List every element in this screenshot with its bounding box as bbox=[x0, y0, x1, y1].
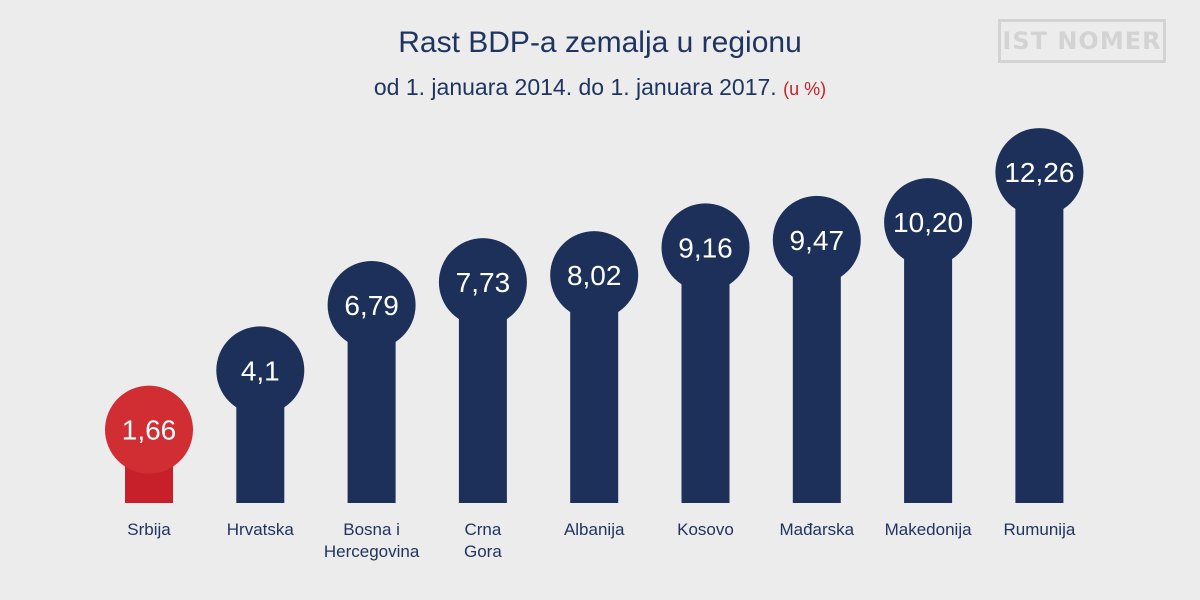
bar-group: 6,79 Bosna i Hercegovina bbox=[324, 261, 420, 561]
bar bbox=[904, 222, 953, 503]
category-label: Gora bbox=[464, 542, 502, 561]
bar-group: 4,1 Hrvatska bbox=[216, 326, 305, 539]
data-label: 10,20 bbox=[893, 207, 963, 238]
bar-cap-circle bbox=[438, 238, 527, 327]
bar-group: 1,66 Srbija bbox=[105, 385, 193, 539]
chart-title: Rast BDP-a zemalja u regionu bbox=[398, 26, 802, 59]
bar bbox=[1015, 172, 1064, 503]
category-label: Hrvatska bbox=[227, 520, 295, 539]
data-label: 12,26 bbox=[1004, 157, 1074, 188]
category-label: Bosna i bbox=[343, 520, 400, 539]
category-label: Kosovo bbox=[677, 520, 734, 539]
data-label: 7,73 bbox=[456, 267, 511, 298]
bar-group: 9,47 Mađarska bbox=[772, 195, 861, 539]
bar-cap-circle bbox=[327, 261, 416, 350]
category-label: Mađarska bbox=[779, 520, 854, 539]
data-label: 4,1 bbox=[241, 355, 280, 386]
bar-cap-circle bbox=[550, 231, 639, 320]
bar-cap-circle bbox=[772, 195, 861, 284]
bar-cap-circle bbox=[661, 203, 750, 292]
category-label: Rumunija bbox=[1003, 520, 1075, 539]
bar-group: 7,73 Crna Gora bbox=[438, 238, 527, 561]
data-label: 9,16 bbox=[678, 232, 733, 263]
unit-label: (u %) bbox=[783, 79, 827, 99]
data-label: 9,47 bbox=[790, 225, 845, 256]
bar-cap-circle bbox=[884, 178, 973, 267]
chart-subtitle: od 1. januara 2014. do 1. januara 2017. … bbox=[0, 74, 1200, 101]
category-label: Srbija bbox=[127, 520, 171, 539]
data-label: 8,02 bbox=[567, 260, 622, 291]
data-label: 1,66 bbox=[122, 415, 177, 446]
category-label: Makedonija bbox=[885, 520, 972, 539]
bar-group: 12,26 Rumunija bbox=[995, 128, 1084, 539]
bar-group: 10,20 Makedonija bbox=[884, 178, 972, 539]
bar-cap-circle bbox=[995, 128, 1084, 217]
subtitle-period: od 1. januara 2014. do 1. januara 2017. bbox=[373, 74, 777, 100]
category-label: Crna bbox=[464, 520, 501, 539]
bar-group: 8,02 Albanija bbox=[550, 231, 639, 539]
category-label: Hercegovina bbox=[324, 542, 420, 561]
bar-cap-circle bbox=[216, 326, 305, 415]
bar-cap-circle bbox=[105, 385, 193, 474]
category-label: Albanija bbox=[564, 520, 625, 539]
bar-group: 9,16 Kosovo bbox=[661, 203, 750, 539]
data-label: 6,79 bbox=[344, 290, 399, 321]
istinomer-logo: IST NOMER bbox=[998, 19, 1166, 63]
